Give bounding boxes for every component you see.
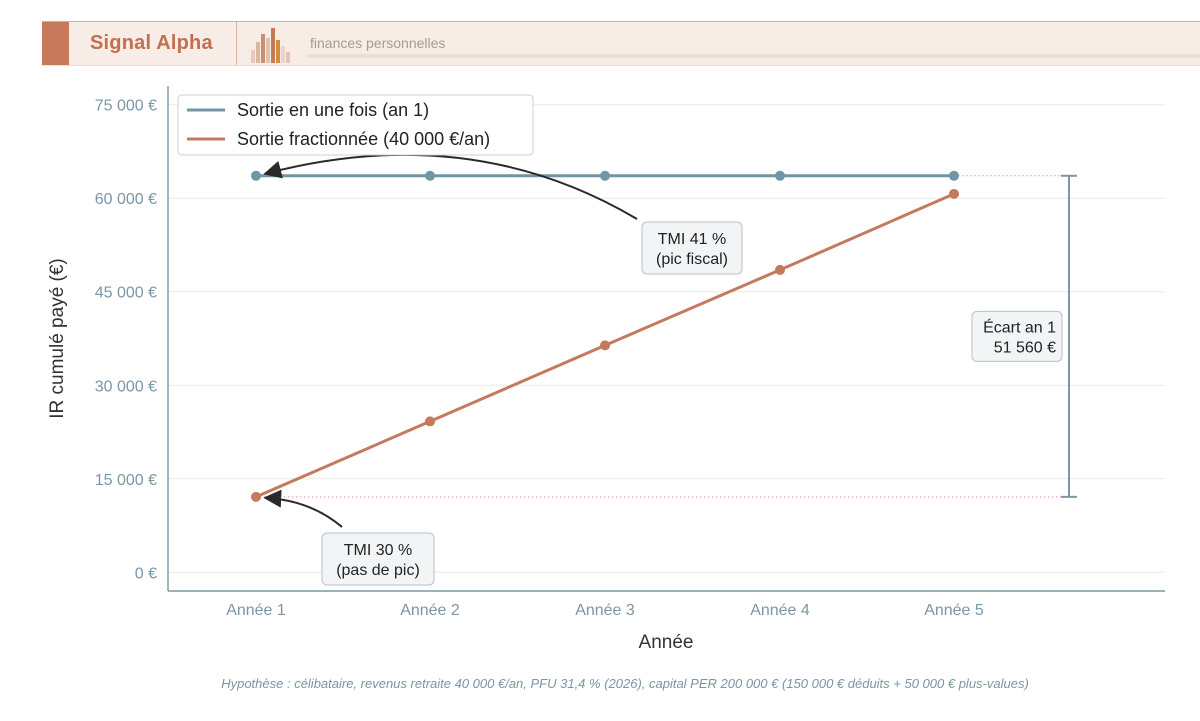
y-tick-label: 15 000 € xyxy=(95,472,157,489)
data-point xyxy=(600,340,610,351)
brand-name: Signal Alpha xyxy=(90,32,213,54)
x-axis-label: Année xyxy=(639,632,694,653)
legend-label: Sortie fractionnée (40 000 €/an) xyxy=(237,129,490,149)
annotation-no-peak-line-2: (pas de pic) xyxy=(336,562,420,579)
data-point xyxy=(949,188,959,199)
x-tick-label: Année 4 xyxy=(750,602,810,619)
y-tick-label: 75 000 € xyxy=(95,98,157,115)
data-point xyxy=(251,491,261,502)
y-tick-label: 0 € xyxy=(135,565,157,582)
data-point xyxy=(600,170,610,181)
y-tick-label: 30 000 € xyxy=(95,378,157,395)
legend-box xyxy=(177,94,534,156)
header-banner: Signal Alpha finances personnelles xyxy=(42,21,1200,66)
data-point xyxy=(775,264,785,275)
gap-label-box xyxy=(971,310,1063,362)
x-tick-label: Année 5 xyxy=(924,602,984,619)
gap-label-value: 51 560 € xyxy=(994,339,1056,356)
gap-label-line-1: Écart an 1 xyxy=(983,317,1056,336)
data-point xyxy=(425,416,435,427)
y-axis-label: IR cumulé payé (€) xyxy=(47,258,68,419)
x-tick-label: Année 3 xyxy=(575,602,635,619)
data-point xyxy=(949,170,959,181)
y-tick-label: 60 000 € xyxy=(95,191,157,208)
chart: 0 € 15 000 € 30 000 € 45 000 € 60 000 € 75 00… xyxy=(47,86,1165,653)
y-tick-label: 45 000 € xyxy=(95,285,157,302)
data-point xyxy=(775,170,785,181)
banner-divider xyxy=(236,22,237,65)
x-tick-label: Année 2 xyxy=(400,602,460,619)
annotation-arrow-no-peak xyxy=(263,489,343,528)
annotation-arrow-peak xyxy=(263,153,638,220)
annotation-peak-line-1: TMI 41 % xyxy=(658,231,726,248)
bar-chart-logo-icon xyxy=(251,28,290,63)
x-tick-label: Année 1 xyxy=(226,602,286,619)
annotation-peak-line-2: (pic fiscal) xyxy=(656,251,728,268)
annotation-box-no-peak xyxy=(321,532,435,586)
legend-label: Sortie en une fois (an 1) xyxy=(237,100,429,120)
annotation-box-peak xyxy=(641,221,743,275)
data-point xyxy=(251,170,261,181)
data-point xyxy=(425,170,435,181)
footnote: Hypothèse : célibataire, revenus retrait… xyxy=(221,676,1029,691)
tagline: finances personnelles xyxy=(310,35,446,51)
banner-rule xyxy=(307,54,1200,58)
annotation-no-peak-line-1: TMI 30 % xyxy=(344,542,412,559)
brand-swatch xyxy=(42,22,69,65)
